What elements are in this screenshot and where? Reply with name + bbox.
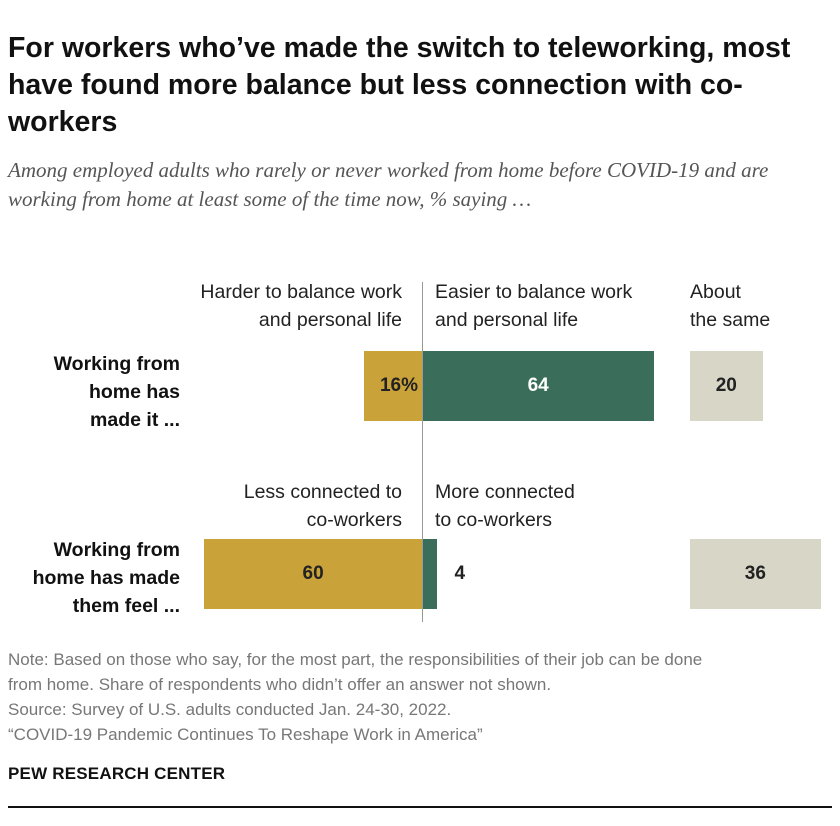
footer-rule <box>8 806 832 808</box>
row-label-made-them-feel: Working from home has made them feel ... <box>20 536 180 620</box>
value-label-connection-about-same: 36 <box>744 563 766 584</box>
header-less-connected: Less connected to co-workers <box>244 478 402 534</box>
header-about-same-line-2: the same <box>690 309 771 331</box>
row-label-made-it: Working from home has made it ... <box>20 350 180 434</box>
header-less-connected-line-2: co-workers <box>306 509 402 531</box>
row-label-made-them-feel-line-2: home has made <box>32 567 180 589</box>
header-about-same-line-1: About <box>690 281 741 303</box>
row-label-made-it-line-1: Working from <box>53 353 180 375</box>
value-label-harder-balance: 16% <box>379 375 418 396</box>
header-more-connected-line-1: More connected <box>435 481 575 503</box>
header-harder-balance-line-2: and personal life <box>258 309 402 331</box>
source-line: Source: Survey of U.S. adults conducted … <box>8 700 452 719</box>
note-line-1: Note: Based on those who say, for the mo… <box>8 650 703 669</box>
header-harder-balance: Harder to balance work and personal life <box>200 278 402 334</box>
header-easier-balance-line-1: Easier to balance work <box>435 281 633 303</box>
row-label-made-them-feel-line-3: them feel ... <box>72 595 180 617</box>
report-title-line: “COVID-19 Pandemic Continues To Reshape … <box>8 725 483 744</box>
header-about-same: About the same <box>690 278 770 334</box>
bar-harder-balance <box>363 351 422 421</box>
row-label-made-them-feel-line-1: Working from <box>53 539 180 561</box>
row-label-made-it-line-3: made it ... <box>90 409 180 431</box>
value-label-balance-about-same: 20 <box>715 375 737 396</box>
row-label-made-it-line-2: home has <box>88 381 180 403</box>
bar-connection-about-same <box>690 539 821 609</box>
bar-balance-about-same <box>690 351 763 421</box>
header-easier-balance-line-2: and personal life <box>435 309 579 331</box>
chart-title: For workers who’ve made the switch to te… <box>8 32 791 138</box>
bar-easier-balance <box>422 351 655 421</box>
header-easier-balance: Easier to balance work and personal life <box>435 278 632 334</box>
value-label-easier-balance: 64 <box>527 375 549 396</box>
bar-more-connected <box>422 539 437 609</box>
header-more-connected: More connected to co-workers <box>435 478 575 534</box>
value-label-less-connected: 60 <box>302 563 324 584</box>
pew-research-center-logo: PEW RESEARCH CENTER <box>8 764 226 783</box>
header-less-connected-line-1: Less connected to <box>243 481 402 503</box>
bar-less-connected <box>204 539 422 609</box>
note-line-2: from home. Share of respondents who didn… <box>8 675 552 694</box>
chart-subtitle: Among employed adults who rarely or neve… <box>8 158 769 211</box>
value-label-more-connected: 4 <box>454 563 466 584</box>
header-more-connected-line-2: to co-workers <box>435 509 553 531</box>
header-harder-balance-line-1: Harder to balance work <box>200 281 402 303</box>
zero-axis-line <box>422 282 423 622</box>
